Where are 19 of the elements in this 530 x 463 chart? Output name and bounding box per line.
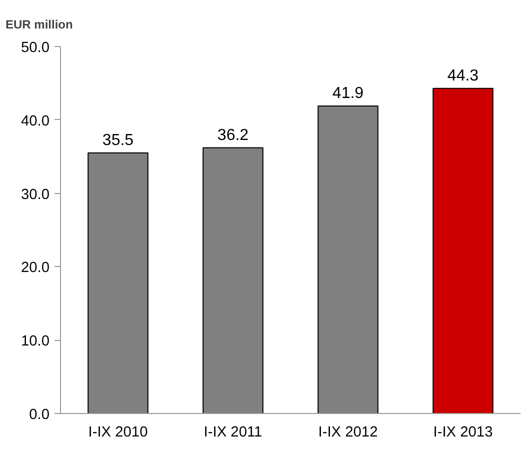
x-tick-label: I-IX 2010 [88, 424, 148, 440]
y-tick-label: 20.0 [20, 260, 50, 276]
bar [318, 105, 378, 414]
y-axis-title: EUR million [6, 18, 73, 32]
y-tick-label: 10.0 [20, 334, 50, 350]
x-tick-label: I-IX 2012 [318, 424, 378, 440]
bar [202, 147, 264, 414]
y-tick-label: 0.0 [29, 407, 50, 423]
y-tick-label: 40.0 [20, 113, 50, 130]
bar [88, 152, 148, 414]
data-label: 44.3 [447, 67, 479, 84]
y-tick-label: 30.0 [20, 186, 50, 203]
bar [432, 88, 494, 414]
x-tick-label: I-IX 2011 [204, 424, 262, 440]
y-tick-label: 50.0 [20, 40, 50, 56]
data-label: 36.2 [217, 126, 249, 144]
data-label: 41.9 [332, 84, 364, 102]
x-tick-label: I-IX 2013 [433, 424, 493, 440]
data-label: 35.5 [102, 132, 134, 149]
